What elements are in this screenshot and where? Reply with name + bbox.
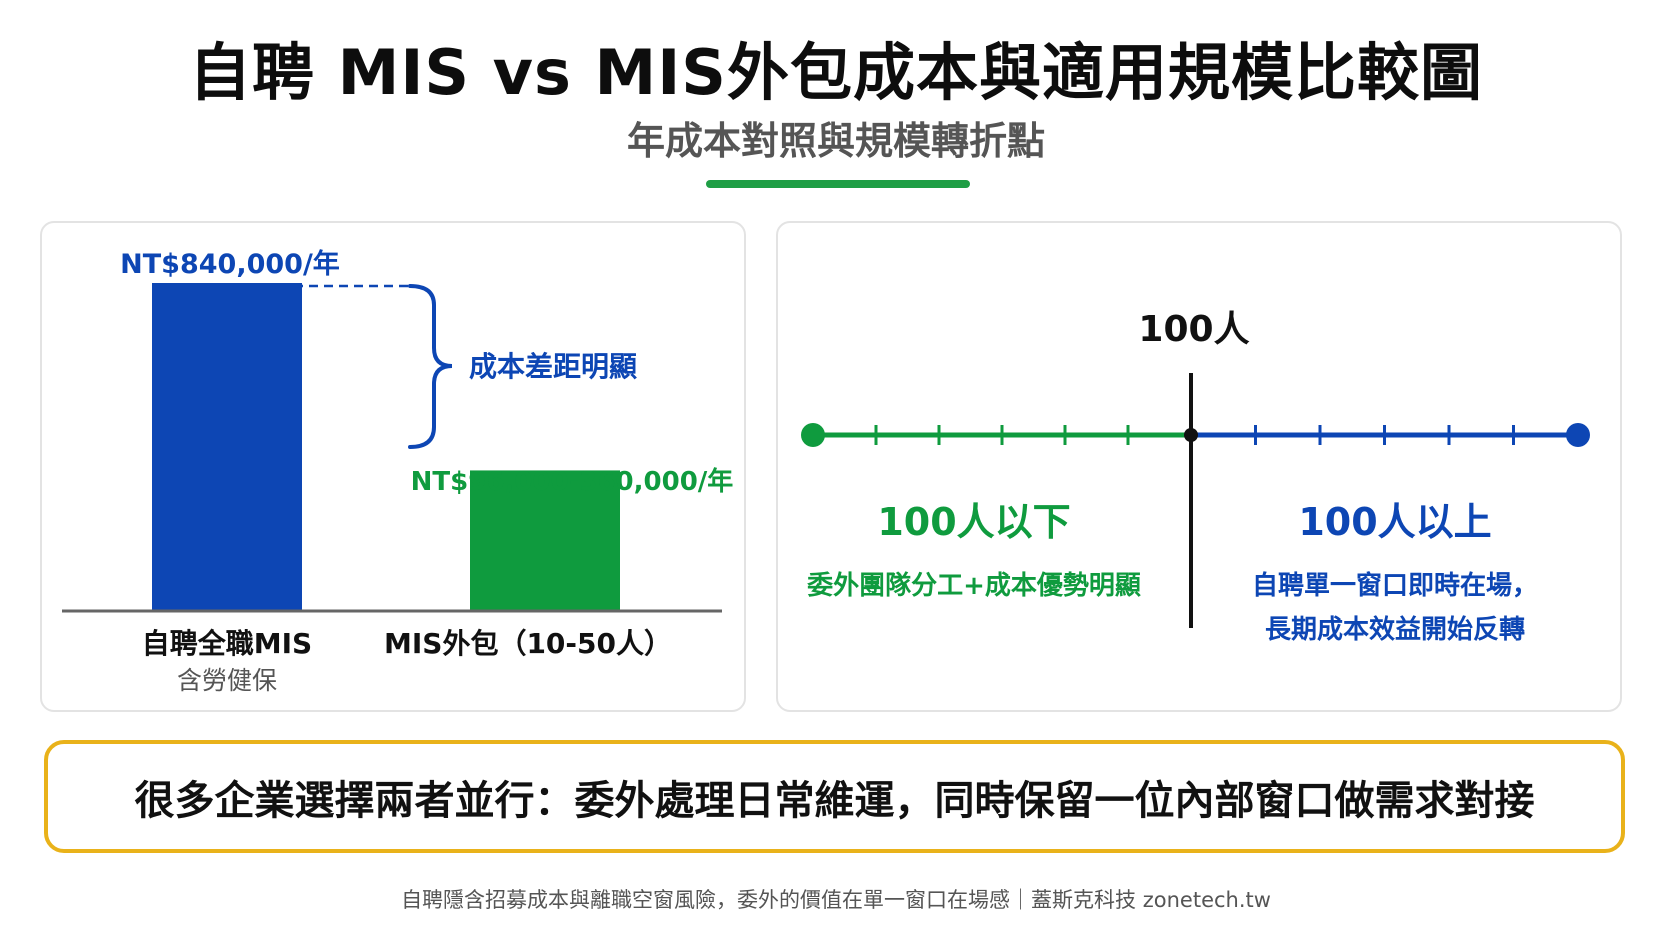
category-label-inhouse: 自聘全職MIS [142,627,312,660]
page-title: 自聘 MIS vs MIS外包成本與適用規模比較圖 [189,36,1483,109]
large-scale-endpoint [1566,423,1590,447]
gap-brace [408,284,453,449]
footer-note: 自聘隱含招募成本與離職空窗風險，委外的價值在單一窗口在場感｜蓋斯克科技 zone… [401,888,1271,912]
small-scale-description: 委外團隊分工+成本優勢明顯 [807,571,1141,601]
breakpoint-label: 100人 [1138,309,1249,350]
large-scale-description-line1: 自聘單一窗口即時在場， [1252,570,1538,601]
category-sublabel-inhouse: 含勞健保 [177,666,277,695]
cost-bar-chart: 成本差距明顯 NT$840,000/年 NT$96,000-360,000/年 … [62,248,734,695]
title-underline [706,180,970,188]
page-subtitle: 年成本對照與規模轉折點 [626,119,1045,163]
breakpoint-dot [1184,428,1198,442]
small-scale-heading: 100人以下 [877,500,1070,544]
callout-text: 很多企業選擇兩者並行：委外處理日常維運，同時保留一位內部窗口做需求對接 [134,777,1535,824]
large-scale-description-line2: 長期成本效益開始反轉 [1265,614,1525,645]
small-scale-endpoint [801,423,825,447]
large-scale-heading: 100人以上 [1298,500,1491,544]
bar-inhouse-mis [152,283,302,611]
gap-annotation: 成本差距明顯 [469,350,637,383]
bar-data-label-outsource: NT$96,000-360,000/年 [411,466,734,497]
bar-outsourced-mis [470,470,620,611]
key-takeaway-callout: 很多企業選擇兩者並行：委外處理日常維運，同時保留一位內部窗口做需求對接 [44,740,1625,853]
scale-breakpoint-card: 100人 100人以下 委外團隊分工+成本優勢明顯 100人以上 自聘單一窗口即… [776,221,1622,712]
cost-comparison-card: 成本差距明顯 NT$840,000/年 NT$96,000-360,000/年 … [40,221,746,712]
bar-data-label-inhouse: NT$840,000/年 [120,248,340,280]
scale-breakpoint-diagram: 100人 100人以下 委外團隊分工+成本優勢明顯 100人以上 自聘單一窗口即… [801,309,1590,645]
category-label-outsource: MIS外包（10-50人） [384,627,672,660]
